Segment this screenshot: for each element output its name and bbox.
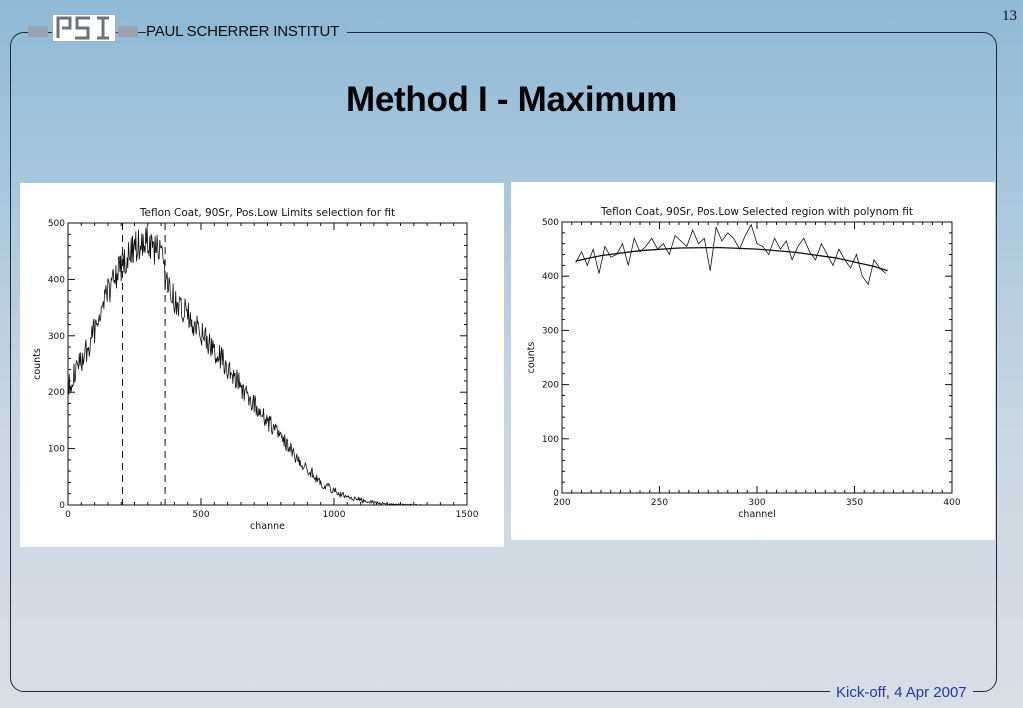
y-tick-label: 200: [542, 381, 559, 391]
footer-date: Kick-off, 4 Apr 2007: [830, 684, 973, 702]
x-tick-label: 1500: [456, 510, 479, 520]
x-tick-label: 200: [553, 498, 570, 508]
chart-limits-selection: Teflon Coat, 90Sr, Pos.Low Limits select…: [32, 207, 479, 532]
chart-polynom-fit: Teflon Coat, 90Sr, Pos.Low Selected regi…: [526, 206, 961, 520]
y-tick-label: 0: [553, 489, 559, 499]
slide-title: Method I - Maximum: [346, 80, 677, 119]
x-tick-label: 0: [65, 510, 71, 520]
data-series-line: [68, 225, 422, 505]
chart-title: Teflon Coat, 90Sr, Pos.Low Limits select…: [139, 207, 395, 219]
x-axis-label: channe: [250, 521, 285, 532]
slide-frame: [10, 32, 997, 692]
logo-bar-right: [118, 26, 138, 37]
y-tick-label: 300: [48, 332, 65, 342]
x-tick-label: 400: [943, 498, 960, 508]
y-axis-label: counts: [526, 342, 537, 374]
fit-curve-line: [575, 246, 888, 272]
y-tick-label: 0: [59, 501, 65, 511]
institute-name: PAUL SCHERRER INSTITUT: [146, 24, 348, 40]
data-series-line: [575, 223, 886, 286]
page-number: 13: [1002, 8, 1017, 24]
y-tick-label: 500: [48, 219, 65, 229]
x-tick-label: 1000: [323, 510, 346, 520]
plot-frame: [561, 221, 953, 494]
y-tick-label: 500: [542, 218, 559, 228]
x-axis-label: channel: [738, 509, 776, 520]
chart-title: Teflon Coat, 90Sr, Pos.Low Selected regi…: [600, 206, 913, 218]
x-tick-label: 500: [192, 510, 209, 520]
y-axis-label: counts: [32, 348, 43, 380]
x-tick-label: 250: [651, 498, 668, 508]
logo-bar-left: [28, 26, 48, 37]
y-tick-label: 400: [48, 275, 65, 285]
y-tick-label: 100: [48, 445, 65, 455]
y-tick-label: 300: [542, 326, 559, 336]
psi-logo: [52, 14, 116, 42]
y-tick-label: 200: [48, 388, 65, 398]
chart-panel-right: Teflon Coat, 90Sr, Pos.Low Selected regi…: [511, 182, 995, 540]
x-tick-label: 300: [748, 498, 765, 508]
y-tick-label: 100: [542, 435, 559, 445]
y-tick-label: 400: [542, 272, 559, 282]
x-tick-label: 350: [846, 498, 863, 508]
chart-panel-left: Teflon Coat, 90Sr, Pos.Low Limits select…: [20, 183, 504, 547]
